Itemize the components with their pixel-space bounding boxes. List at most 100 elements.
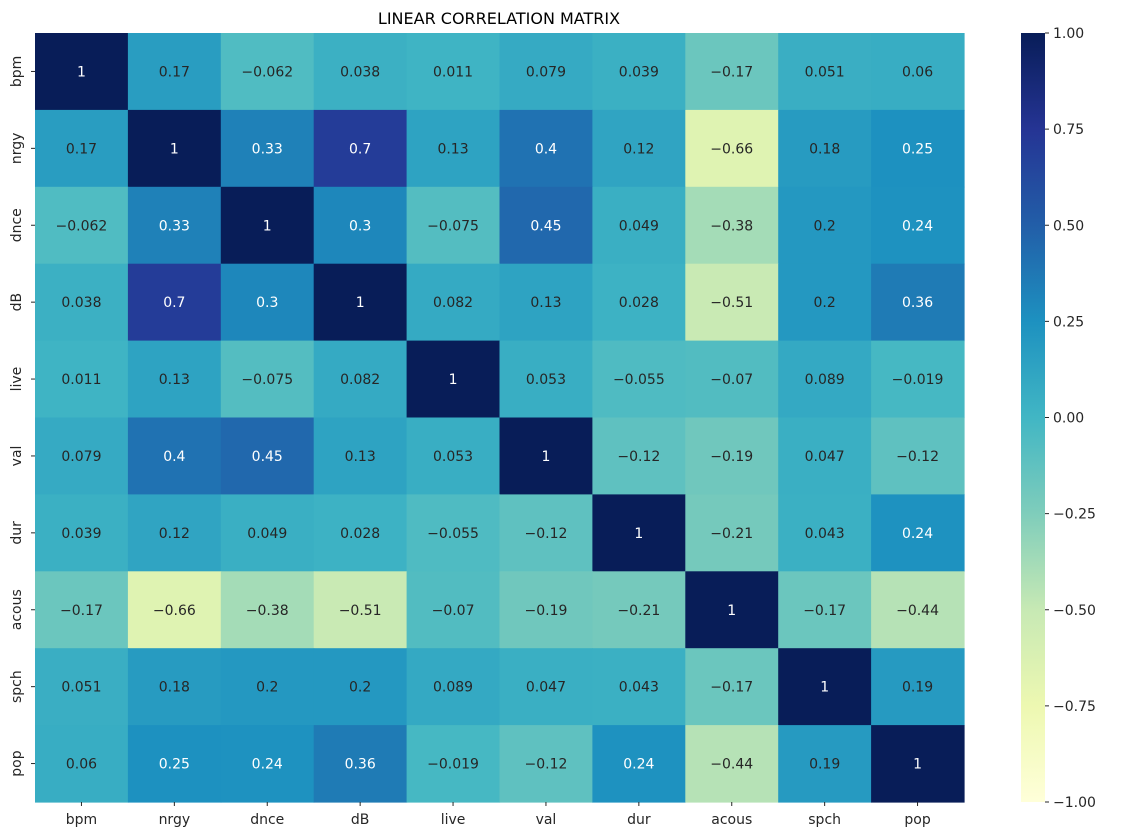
x-tick-label-live: live (441, 812, 466, 828)
heatmap-cell-pop-val (499, 725, 593, 803)
x-tick-label-dur: dur (627, 812, 651, 828)
heatmap-cell-nrgy-val (499, 109, 593, 188)
heatmap-cell-dB-acous (685, 263, 779, 342)
cell-label-bpm-nrgy: 0.17 (159, 64, 190, 80)
cell-label-dB-dnce: 0.3 (256, 295, 278, 311)
cell-label-dnce-spch: 0.2 (814, 218, 836, 234)
y-tick-label-pop: pop (9, 750, 25, 776)
heatmap-cell-dB-dur (592, 263, 686, 342)
heatmap-cell-dnce-live (406, 186, 501, 265)
heatmap-cell-spch-dnce (220, 648, 315, 726)
cell-label-acous-bpm: −0.17 (60, 603, 103, 619)
cell-label-val-nrgy: 0.4 (163, 449, 185, 465)
heatmap-cell-val-spch (778, 417, 872, 495)
cell-label-spch-nrgy: 0.18 (159, 680, 190, 696)
heatmap-cell-dB-spch (778, 263, 872, 342)
heatmap-cell-val-nrgy (127, 417, 222, 495)
heatmap-cell-dB-live (406, 263, 501, 342)
cell-label-pop-acous: −0.44 (710, 757, 753, 773)
cell-label-bpm-val: 0.079 (526, 64, 566, 80)
y-tick-label-dur: dur (9, 521, 25, 545)
cell-label-nrgy-bpm: 0.17 (66, 141, 97, 157)
cell-label-nrgy-pop: 0.25 (902, 141, 933, 157)
cell-label-nrgy-acous: −0.66 (710, 141, 753, 157)
cell-label-spch-live: 0.089 (433, 680, 473, 696)
heatmap-cell-bpm-acous (685, 33, 779, 111)
cell-label-dur-live: −0.055 (427, 526, 479, 542)
cell-label-dur-pop: 0.24 (902, 526, 933, 542)
cell-label-nrgy-val: 0.4 (535, 141, 557, 157)
y-tick-label-dnce: dnce (9, 208, 25, 242)
heatmap-cell-bpm-dB (313, 33, 408, 111)
heatmap-cell-bpm-spch (778, 33, 872, 111)
heatmap-cell-dnce-pop (871, 186, 965, 265)
cell-label-val-bpm: 0.079 (61, 449, 101, 465)
cell-label-dur-dB: 0.028 (340, 526, 380, 542)
colorbar-tick-label-7: −0.75 (1053, 699, 1096, 715)
heatmap-cell-val-dur (592, 417, 686, 495)
heatmap-cell-dB-val (499, 263, 593, 342)
cell-label-live-acous: −0.07 (710, 372, 753, 388)
x-tick-label-dB: dB (351, 812, 370, 828)
x-tick-label-pop: pop (904, 812, 930, 828)
cell-label-dB-acous: −0.51 (710, 295, 753, 311)
cell-label-dB-bpm: 0.038 (61, 295, 101, 311)
cell-label-dnce-acous: −0.38 (710, 218, 753, 234)
heatmap-cell-nrgy-nrgy (127, 109, 222, 188)
heatmap-cell-spch-nrgy (127, 648, 222, 726)
y-tick-label-bpm: bpm (9, 56, 25, 87)
colorbar-tick-label-8: −1.00 (1053, 795, 1096, 811)
cell-label-dB-spch: 0.2 (814, 295, 836, 311)
heatmap-cell-spch-spch (778, 648, 872, 726)
cell-label-pop-live: −0.019 (427, 757, 479, 773)
heatmap-cell-acous-nrgy (127, 571, 222, 649)
cell-label-acous-pop: −0.44 (896, 603, 939, 619)
heatmap-cell-spch-bpm (35, 648, 129, 726)
heatmap-cell-dur-dB (313, 494, 408, 572)
heatmap-cell-bpm-pop (871, 33, 965, 111)
cell-label-spch-dnce: 0.2 (256, 680, 278, 696)
cell-label-acous-nrgy: −0.66 (153, 603, 196, 619)
cell-label-dB-dB: 1 (356, 295, 365, 311)
cell-label-spch-acous: −0.17 (710, 680, 753, 696)
x-tick-label-nrgy: nrgy (159, 812, 191, 828)
x-tick-label-val: val (536, 812, 557, 828)
cell-label-bpm-pop: 0.06 (902, 64, 933, 80)
cell-label-dnce-dnce: 1 (263, 218, 272, 234)
heatmap-cell-dnce-bpm (35, 186, 129, 265)
heatmap-cell-live-bpm (35, 340, 129, 419)
heatmap-cell-dB-dB (313, 263, 408, 342)
colorbar-tick-label-0: 1.00 (1053, 26, 1084, 42)
heatmap-cell-dnce-acous (685, 186, 779, 265)
x-tick-label-spch: spch (808, 812, 841, 828)
y-tick-label-acous: acous (9, 589, 25, 630)
cell-label-dnce-pop: 0.24 (902, 218, 933, 234)
cell-label-val-val: 1 (541, 449, 550, 465)
cell-label-nrgy-live: 0.13 (437, 141, 468, 157)
cell-label-val-spch: 0.047 (805, 449, 845, 465)
heatmap-cell-acous-pop (871, 571, 965, 649)
heatmap-cell-bpm-val (499, 33, 593, 111)
heatmap-cell-dur-dur (592, 494, 686, 572)
heatmap-cell-pop-pop (871, 725, 965, 803)
cell-label-spch-dB: 0.2 (349, 680, 371, 696)
heatmap-cell-spch-acous (685, 648, 779, 726)
heatmap-cell-spch-dB (313, 648, 408, 726)
cell-label-bpm-live: 0.011 (433, 64, 473, 80)
cell-label-acous-acous: 1 (727, 603, 736, 619)
cell-label-pop-pop: 1 (913, 757, 922, 773)
heatmap-cell-dB-dnce (220, 263, 315, 342)
cell-label-dur-bpm: 0.039 (61, 526, 101, 542)
heatmap-cell-dur-live (406, 494, 501, 572)
heatmap-cell-val-val (499, 417, 593, 495)
cell-label-dnce-live: −0.075 (427, 218, 479, 234)
colorbar-gradient (1021, 33, 1045, 802)
y-tick-label-nrgy: nrgy (9, 133, 25, 165)
cell-label-acous-live: −0.07 (432, 603, 475, 619)
x-tick-label-acous: acous (711, 812, 752, 828)
heatmap-cell-bpm-bpm (35, 33, 129, 111)
heatmap-cell-acous-dB (313, 571, 408, 649)
cell-label-nrgy-dur: 0.12 (623, 141, 654, 157)
heatmap-cell-acous-dnce (220, 571, 315, 649)
heatmap-cell-live-dnce (220, 340, 315, 419)
